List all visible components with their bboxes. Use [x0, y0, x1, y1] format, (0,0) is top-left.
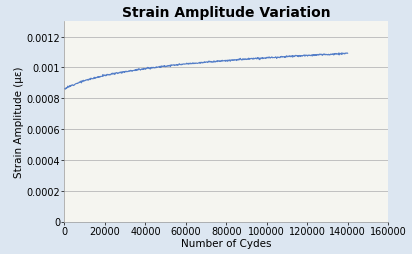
- X-axis label: Number of Cydes: Number of Cydes: [181, 239, 272, 248]
- Title: Strain Amplitude Variation: Strain Amplitude Variation: [122, 6, 330, 20]
- Y-axis label: Strain Amplitude (με): Strain Amplitude (με): [14, 66, 24, 177]
